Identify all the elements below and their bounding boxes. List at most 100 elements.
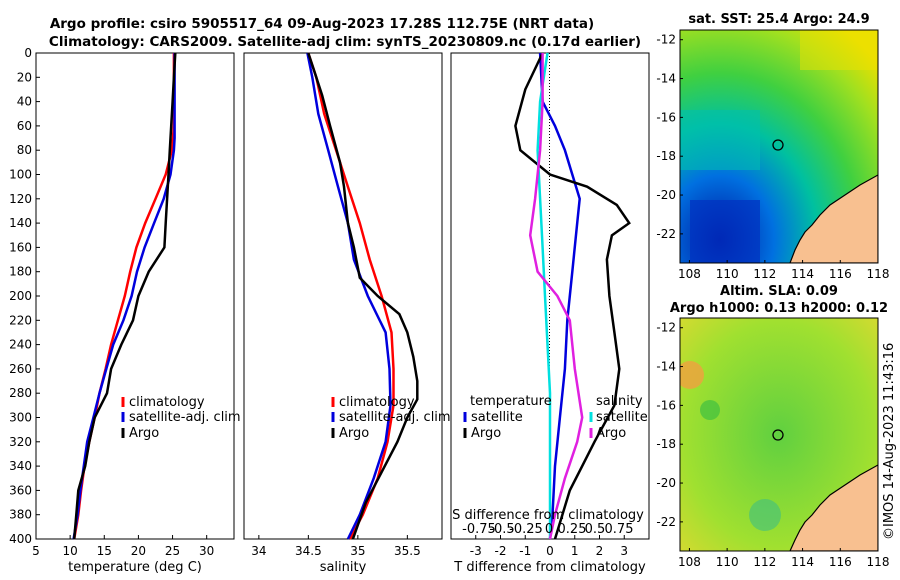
lat-tick-label: -12 (656, 321, 676, 335)
y-tick-label: 380 (9, 508, 32, 522)
legend-label-climatology: climatology (339, 395, 415, 410)
difference-series (514, 52, 631, 540)
series-line-s-argo (528, 53, 584, 540)
y-tick-label: 260 (9, 362, 32, 376)
lat-tick-label: -12 (656, 33, 676, 47)
difference-legend: temperature satellite Argo salinity sate… (463, 394, 648, 441)
legend-title-salinity: salinity (596, 394, 643, 409)
lat-tick-label: -22 (656, 515, 676, 529)
y-tick-label: 280 (9, 386, 32, 400)
salinity-legend: climatology satellite-adj. clim Argo (331, 395, 451, 441)
lat-tick-label: -20 (656, 476, 676, 490)
sla-patch (680, 361, 704, 389)
x-tick-label: 5 (32, 544, 40, 558)
lat-tick-label: -20 (656, 188, 676, 202)
lat-tick-label: -14 (656, 72, 676, 86)
sst-map-title: sat. SST: 25.4 Argo: 24.9 (688, 12, 869, 27)
lon-tick-label: 118 (867, 555, 890, 569)
legend-label-argo: Argo (129, 426, 159, 441)
sla-map-image (680, 318, 878, 551)
y-tick-label: 400 (9, 532, 32, 546)
lat-tick-label: -16 (656, 398, 676, 412)
legend-label-t-satellite: satellite (471, 410, 523, 425)
s-diff-tick: 0 (545, 522, 553, 537)
sst-patch (680, 110, 760, 170)
x-tick-label: 30 (199, 544, 214, 558)
sst-lat-tick-labels: -12 -14 -16 -18 -20 -22 (656, 33, 683, 241)
lat-tick-label: -18 (656, 437, 676, 451)
temperature-xlabel: temperature (deg C) (68, 560, 202, 575)
x-tick-label: 25 (165, 544, 180, 558)
sst-lon-tick-labels: 108 110 112 114 116 118 (678, 260, 889, 281)
difference-xlabel: T difference from climatology (453, 560, 646, 575)
salinity-tick-labels: 34 34.5 35 35.5 (251, 535, 421, 558)
s-diff-tick: 0.75 (605, 522, 634, 537)
x-tick-label: 15 (97, 544, 112, 558)
y-tick-label: 240 (9, 338, 32, 352)
y-tick-label: 320 (9, 435, 32, 449)
y-tick-label: 20 (17, 70, 32, 84)
lon-tick-label: 108 (678, 555, 701, 569)
legend-title-temperature: temperature (470, 394, 552, 409)
s-diff-tick: -0.5 (489, 522, 514, 537)
lon-tick-label: 118 (867, 267, 890, 281)
land-mass (789, 174, 878, 263)
circle-marker-icon (772, 139, 784, 151)
legend-label-s-satellite: satellite (596, 410, 648, 425)
lat-tick-label: -14 (656, 360, 676, 374)
x-tick-label: -3 (470, 544, 482, 558)
s-diff-tick: -0.75 (462, 522, 496, 537)
sla-map-frame (679, 317, 879, 552)
lon-tick-label: 116 (829, 555, 852, 569)
sst-map-image (680, 30, 878, 263)
temperature-tick-labels: 5 10 15 20 25 30 (32, 535, 214, 558)
lon-tick-label: 114 (791, 555, 814, 569)
temperature-axes-box (35, 52, 235, 540)
x-tick-label: 0 (546, 544, 554, 558)
sla-lon-tick-labels: 108 110 112 114 116 118 (678, 548, 889, 569)
legend-label-t-argo: Argo (471, 426, 501, 441)
difference-panel: -3 -2 -1 0 1 2 3 T difference from climatology… (450, 52, 650, 575)
depth-tick-labels: 0 20 40 60 80 100 120 140 160 180 200 220 240 260 280 3… (9, 46, 40, 546)
lon-tick-label: 110 (716, 267, 739, 281)
sla-lat-tick-labels: -12 -14 -16 -18 -20 -22 (656, 321, 683, 529)
circle-marker-icon (772, 429, 784, 441)
legend-label-s-argo: Argo (596, 426, 626, 441)
legend-label-climatology: climatology (129, 395, 205, 410)
x-tick-label: 3 (620, 544, 628, 558)
difference-tick-labels: -3 -2 -1 0 1 2 3 (470, 535, 628, 558)
y-tick-label: 80 (17, 143, 32, 157)
sst-map-panel: sat. SST: 25.4 Argo: 24.9 -12 -14 -16 -18 -2… (656, 12, 889, 281)
series-line-climatology (307, 52, 395, 540)
legend-label-satellite: satellite-adj. clim (129, 410, 241, 425)
x-tick-label: 20 (131, 544, 146, 558)
lon-tick-label: 110 (716, 555, 739, 569)
y-tick-label: 60 (17, 119, 32, 133)
y-tick-label: 360 (9, 483, 32, 497)
x-tick-label: 10 (62, 544, 77, 558)
x-tick-label: 34 (251, 544, 266, 558)
y-tick-label: 340 (9, 459, 32, 473)
lon-tick-label: 108 (678, 267, 701, 281)
lat-tick-label: -16 (656, 110, 676, 124)
figure-title-line1: Argo profile: csiro 5905517_64 09-Aug-20… (50, 16, 594, 32)
sst-patch (690, 200, 760, 263)
lon-tick-label: 114 (791, 267, 814, 281)
series-line-t-satellite (538, 52, 581, 540)
legend-label-argo: Argo (339, 426, 369, 441)
y-tick-label: 140 (9, 216, 32, 230)
x-tick-label: 35 (350, 544, 365, 558)
series-line-argo (72, 52, 177, 540)
series-line-argo (307, 52, 419, 540)
salinity-xlabel: salinity (320, 560, 367, 575)
lon-tick-label: 116 (829, 267, 852, 281)
temperature-legend: climatology satellite-adj. clim Argo (121, 395, 241, 441)
s-diff-tick: 0.5 (585, 522, 606, 537)
sla-map-panel: Altim. SLA: 0.09 Argo h1000: 0.13 h2000:… (656, 284, 889, 569)
x-tick-label: -1 (519, 544, 531, 558)
temperature-series (72, 52, 177, 540)
sst-patch (800, 30, 878, 70)
y-tick-label: 100 (9, 168, 32, 182)
s-diff-tick: -0.25 (509, 522, 543, 537)
y-tick-label: 180 (9, 265, 32, 279)
